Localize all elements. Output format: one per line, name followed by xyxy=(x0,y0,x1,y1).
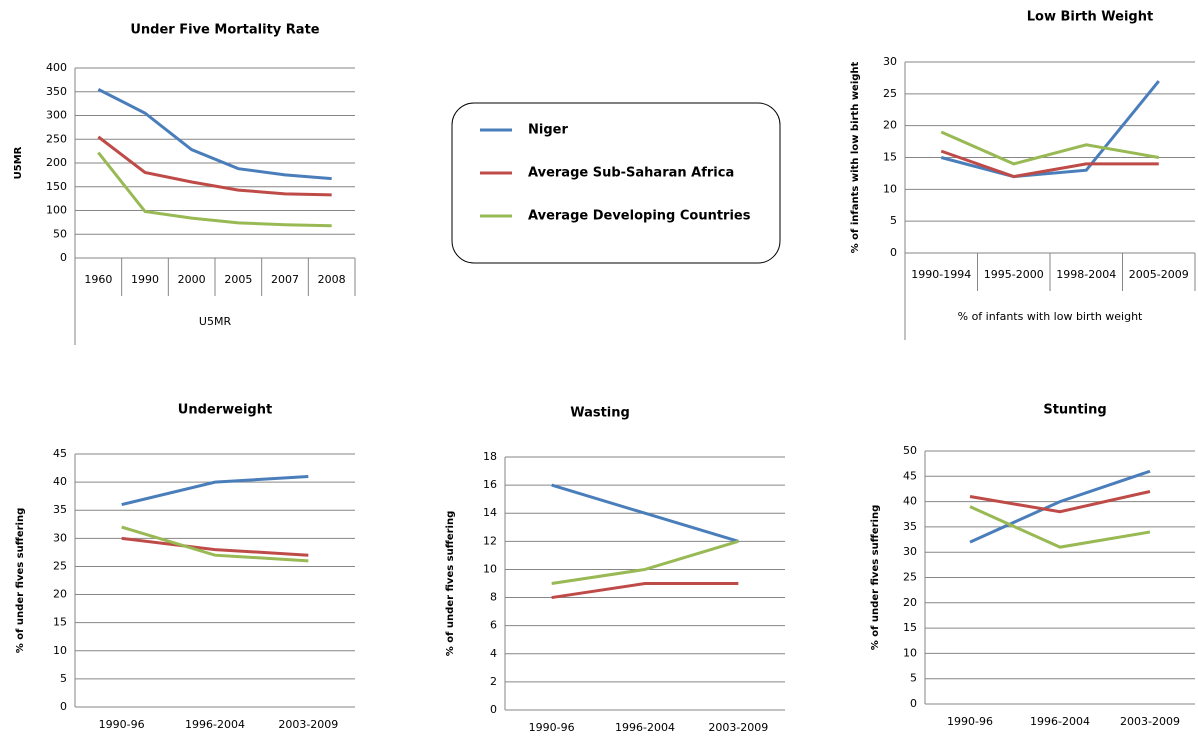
y-tick-label: 14 xyxy=(483,506,497,519)
y-axis-title: % of infants with low birth weight xyxy=(850,61,861,253)
y-tick-label: 30 xyxy=(53,531,67,544)
x-tick-label: 1995-2000 xyxy=(984,268,1044,281)
y-tick-label: 8 xyxy=(490,591,497,604)
y-tick-label: 35 xyxy=(53,503,67,516)
y-axis-title: % of under fives suffering xyxy=(870,505,881,651)
y-tick-label: 20 xyxy=(883,119,897,132)
x-axis-title: % of infants with low birth weight xyxy=(958,310,1143,323)
y-tick-label: 5 xyxy=(910,672,917,685)
chart-title: Wasting xyxy=(570,406,630,421)
series-line xyxy=(940,130,1160,166)
legend-label: Average Developing Countries xyxy=(528,209,751,224)
series-line xyxy=(969,469,1151,544)
x-tick-label: 1990-96 xyxy=(947,715,993,728)
chart-title: Underweight xyxy=(178,403,272,418)
x-tick-label: 1990 xyxy=(131,273,159,286)
series-line xyxy=(97,135,332,197)
x-tick-label: 1996-2004 xyxy=(1030,715,1090,728)
y-axis-title: % of under fives suffering xyxy=(15,508,26,654)
series-line xyxy=(97,151,332,228)
x-tick-label: 1960 xyxy=(84,273,112,286)
y-tick-label: 150 xyxy=(46,180,67,193)
y-tick-label: 12 xyxy=(483,534,497,547)
x-tick-label: 1996-2004 xyxy=(185,718,245,731)
legend-label: Niger xyxy=(528,123,568,138)
y-axis-title: U5MR xyxy=(13,146,24,179)
y-tick-label: 6 xyxy=(490,619,497,632)
y-tick-label: 10 xyxy=(883,182,897,195)
x-axis-title: U5MR xyxy=(199,315,232,328)
y-tick-label: 45 xyxy=(903,469,917,482)
y-tick-label: 20 xyxy=(53,588,67,601)
x-tick-label: 2005-2009 xyxy=(1129,268,1189,281)
y-tick-label: 18 xyxy=(483,450,497,463)
x-tick-label: 1996-2004 xyxy=(615,721,675,734)
series-line xyxy=(121,525,309,563)
series-line xyxy=(551,483,739,543)
y-tick-label: 40 xyxy=(53,475,67,488)
series-line xyxy=(551,539,739,585)
y-tick-label: 0 xyxy=(60,251,67,264)
x-tick-label: 2003-2009 xyxy=(278,718,338,731)
series-line xyxy=(121,536,309,557)
x-tick-label: 2005 xyxy=(224,273,252,286)
series-line xyxy=(969,505,1151,549)
y-tick-label: 350 xyxy=(46,85,67,98)
chart-title: Under Five Mortality Rate xyxy=(130,23,319,38)
x-tick-label: 2007 xyxy=(271,273,299,286)
chart-title: Low Birth Weight xyxy=(1027,10,1153,25)
y-tick-label: 5 xyxy=(60,672,67,685)
series-line xyxy=(969,490,1151,514)
y-tick-label: 25 xyxy=(903,571,917,584)
y-tick-label: 0 xyxy=(490,703,497,716)
series-line xyxy=(940,80,1160,179)
y-tick-label: 30 xyxy=(883,55,897,68)
x-tick-label: 1990-1994 xyxy=(911,268,971,281)
y-tick-label: 50 xyxy=(903,444,917,457)
y-tick-label: 15 xyxy=(883,151,897,164)
y-tick-label: 0 xyxy=(890,246,897,259)
x-tick-label: 1990-96 xyxy=(99,718,145,731)
series-line xyxy=(121,474,309,507)
y-tick-label: 25 xyxy=(883,87,897,100)
y-tick-label: 20 xyxy=(903,596,917,609)
y-axis-title: % of under fives suffering xyxy=(445,511,456,657)
x-tick-label: 1990-96 xyxy=(529,721,575,734)
legend-label: Average Sub-Saharan Africa xyxy=(528,166,734,181)
y-tick-label: 5 xyxy=(890,214,897,227)
chart-title: Stunting xyxy=(1043,403,1106,418)
y-tick-label: 0 xyxy=(910,697,917,710)
y-tick-label: 2 xyxy=(490,675,497,688)
y-tick-label: 4 xyxy=(490,647,497,660)
x-tick-label: 2003-2009 xyxy=(708,721,768,734)
y-tick-label: 0 xyxy=(60,700,67,713)
y-tick-label: 30 xyxy=(903,545,917,558)
y-tick-label: 25 xyxy=(53,559,67,572)
x-tick-label: 2008 xyxy=(318,273,346,286)
x-tick-label: 2003-2009 xyxy=(1120,715,1180,728)
y-tick-label: 200 xyxy=(46,156,67,169)
y-tick-label: 15 xyxy=(903,621,917,634)
y-tick-label: 15 xyxy=(53,616,67,629)
y-tick-label: 40 xyxy=(903,495,917,508)
y-tick-label: 16 xyxy=(483,478,497,491)
series-line xyxy=(97,88,332,181)
y-tick-label: 400 xyxy=(46,61,67,74)
series-line xyxy=(551,582,739,600)
series-line xyxy=(940,149,1159,179)
y-tick-label: 10 xyxy=(903,646,917,659)
y-tick-label: 50 xyxy=(53,227,67,240)
y-tick-label: 100 xyxy=(46,204,67,217)
x-tick-label: 1998-2004 xyxy=(1056,268,1116,281)
y-tick-label: 300 xyxy=(46,109,67,122)
y-tick-label: 45 xyxy=(53,447,67,460)
x-tick-label: 2000 xyxy=(178,273,206,286)
y-tick-label: 35 xyxy=(903,520,917,533)
legend-box xyxy=(451,102,781,264)
y-tick-label: 250 xyxy=(46,132,67,145)
y-tick-label: 10 xyxy=(483,562,497,575)
y-tick-label: 10 xyxy=(53,644,67,657)
